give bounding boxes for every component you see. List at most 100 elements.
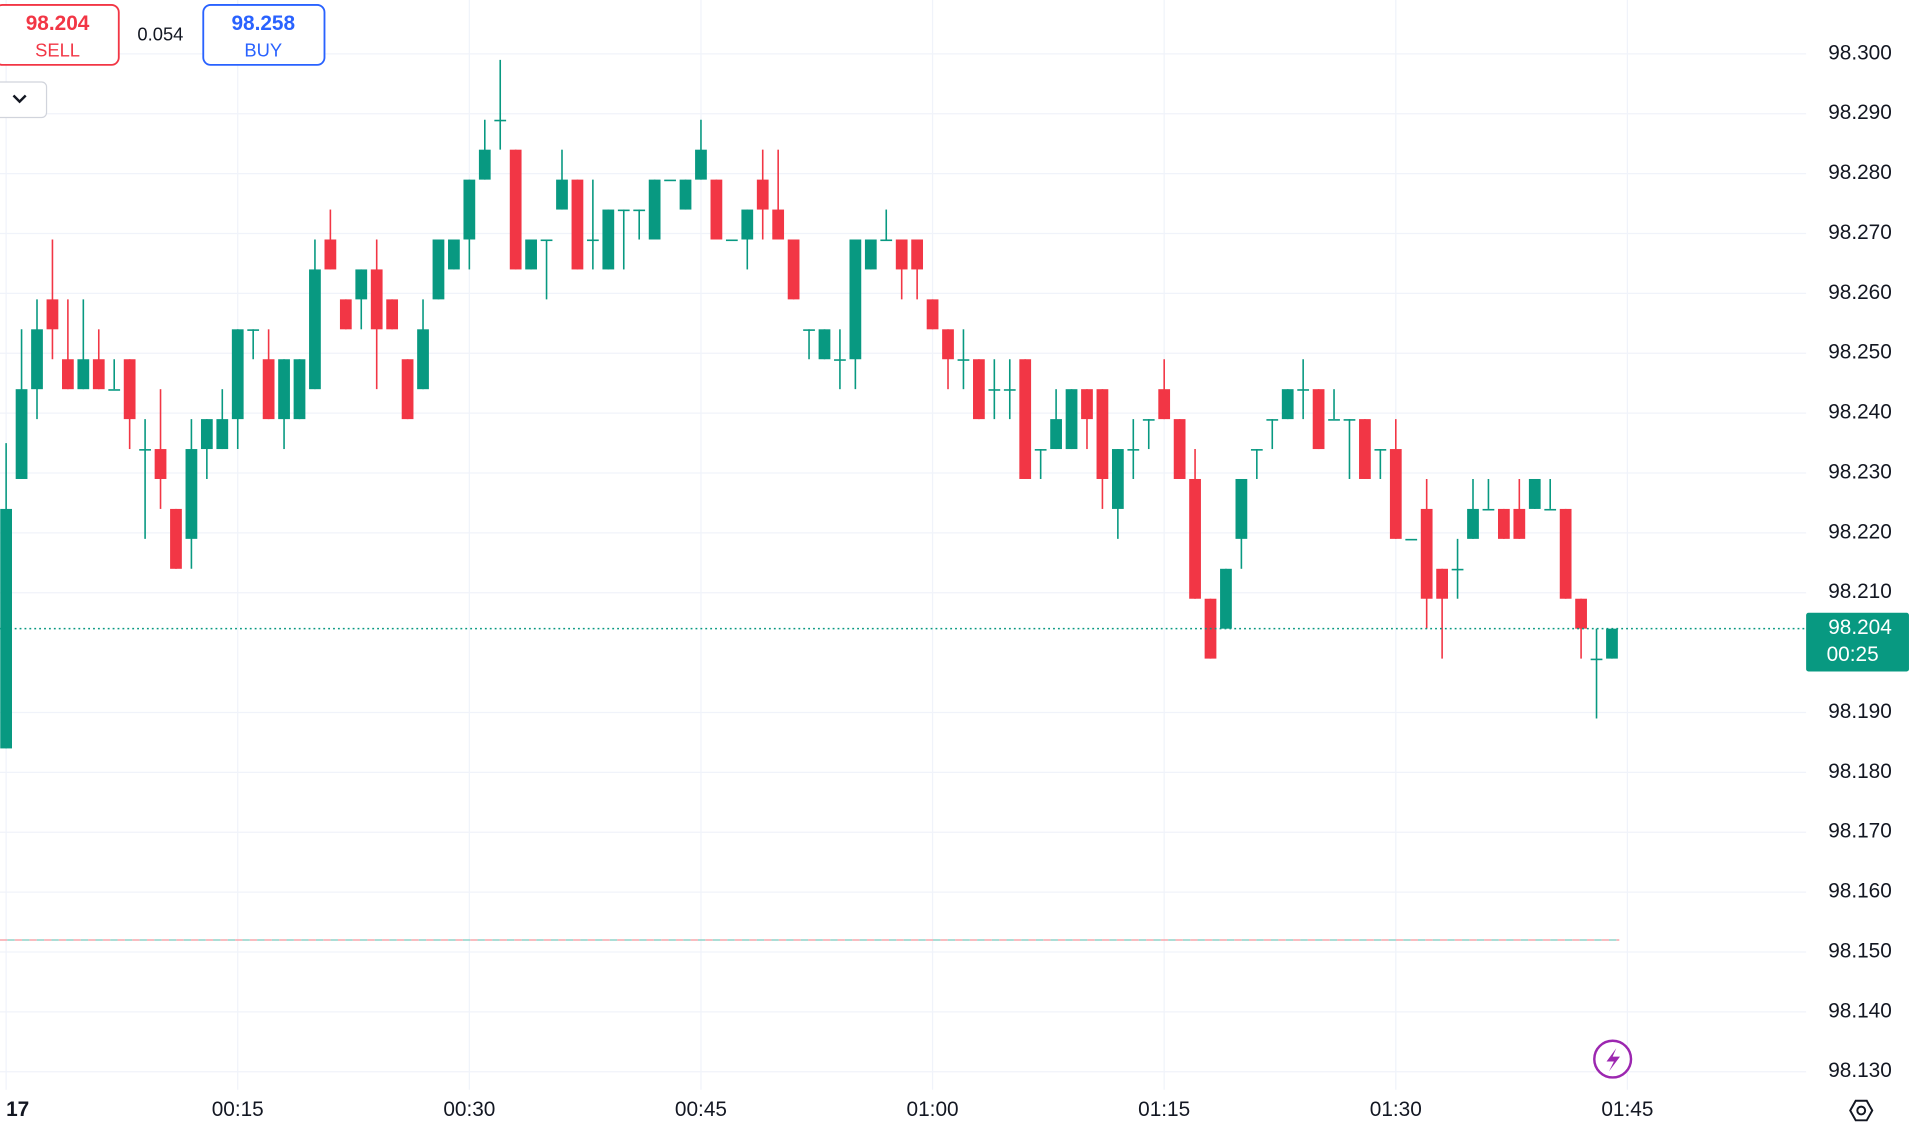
candle-body bbox=[957, 359, 970, 361]
lightning-button[interactable] bbox=[1593, 1039, 1633, 1079]
y-tick-label: 98.220 bbox=[1828, 520, 1892, 543]
settings-hexagon[interactable] bbox=[1849, 1099, 1874, 1122]
candle-body bbox=[1065, 389, 1078, 450]
x-tick-label: 00:15 bbox=[212, 1098, 264, 1121]
x-tick-label: 00:45 bbox=[675, 1098, 727, 1121]
last-price-label: 98.204 bbox=[1828, 616, 1892, 639]
candle-body bbox=[1498, 508, 1510, 539]
y-tick-label: 98.290 bbox=[1828, 101, 1892, 124]
x-tick-label: 01:45 bbox=[1601, 1098, 1653, 1121]
candle-body bbox=[1034, 449, 1047, 451]
x-tick-label: 01:30 bbox=[1370, 1098, 1422, 1121]
candle-body bbox=[1590, 658, 1603, 661]
candle-body bbox=[571, 179, 584, 270]
candle-body bbox=[1528, 478, 1541, 509]
candle-body bbox=[1111, 449, 1124, 509]
buy-price[interactable]: 98.258 bbox=[231, 12, 295, 35]
candle-body bbox=[509, 149, 522, 270]
candle-body bbox=[1173, 419, 1186, 479]
y-tick-label: 98.130 bbox=[1828, 1059, 1892, 1082]
candle-body bbox=[278, 359, 290, 420]
candle-body bbox=[973, 359, 985, 420]
chevron-icon[interactable] bbox=[12, 94, 27, 104]
candle-body bbox=[1420, 508, 1433, 599]
candle-body bbox=[926, 299, 939, 330]
candle-body bbox=[1559, 508, 1572, 599]
lightning-icon[interactable] bbox=[1606, 1048, 1620, 1072]
sell-label[interactable]: SELL bbox=[35, 39, 80, 60]
y-tick-label: 98.300 bbox=[1828, 41, 1892, 64]
candle-body bbox=[1405, 538, 1418, 541]
candle-body bbox=[1606, 628, 1618, 659]
candle-body bbox=[1142, 419, 1155, 421]
candle-body bbox=[1250, 449, 1263, 451]
candle-body bbox=[1158, 389, 1171, 420]
sell-price[interactable]: 98.204 bbox=[26, 12, 90, 35]
candle-body bbox=[911, 239, 924, 270]
candle-body bbox=[1343, 419, 1356, 421]
candle-body bbox=[386, 299, 399, 330]
candle-body bbox=[803, 329, 815, 331]
candle-body bbox=[77, 359, 90, 390]
candle-body bbox=[1081, 389, 1093, 420]
candle-body bbox=[1513, 508, 1526, 539]
candle-body bbox=[1096, 389, 1109, 479]
candle-body bbox=[46, 299, 59, 330]
candle-body bbox=[834, 359, 846, 361]
buy-label[interactable]: BUY bbox=[244, 39, 282, 60]
candle-body bbox=[540, 239, 553, 242]
candle-body bbox=[123, 359, 136, 420]
candle-body bbox=[247, 329, 260, 331]
countdown-label: 00:25 bbox=[1827, 643, 1879, 666]
settings-button[interactable] bbox=[1849, 1099, 1874, 1122]
candle-body bbox=[1050, 419, 1062, 450]
candle-body bbox=[1220, 568, 1232, 629]
y-tick-label: 98.280 bbox=[1828, 161, 1892, 184]
candle-body bbox=[1575, 598, 1587, 629]
candle-body bbox=[200, 419, 213, 450]
candle-body bbox=[1389, 449, 1402, 539]
candle-body bbox=[231, 329, 244, 420]
candle-body bbox=[864, 239, 877, 270]
candle-body bbox=[818, 329, 831, 360]
candle-body bbox=[1019, 359, 1032, 479]
candle-body bbox=[617, 209, 630, 212]
candle-body bbox=[772, 209, 785, 240]
candle-body bbox=[1297, 389, 1310, 391]
candle-body bbox=[556, 179, 568, 210]
candle-body bbox=[664, 179, 676, 182]
candle-body bbox=[710, 179, 723, 240]
collapse-button[interactable] bbox=[0, 81, 48, 119]
candle-body bbox=[988, 389, 1001, 391]
candle-body bbox=[586, 239, 599, 242]
candle-body bbox=[525, 239, 537, 270]
buy-box[interactable] bbox=[202, 3, 326, 66]
candle-body bbox=[880, 239, 893, 242]
candle-body bbox=[309, 269, 321, 390]
spread: 0.054 bbox=[137, 23, 183, 44]
y-tick-label: 98.190 bbox=[1828, 700, 1892, 723]
candle-body bbox=[15, 389, 28, 479]
y-tick-label: 98.180 bbox=[1828, 760, 1892, 783]
candle-body bbox=[1003, 389, 1016, 391]
candle-body bbox=[108, 389, 121, 391]
candles bbox=[0, 59, 1618, 749]
candle-body bbox=[401, 359, 414, 420]
candle-body bbox=[1359, 419, 1371, 479]
collapse-box[interactable] bbox=[0, 81, 48, 119]
candle-body bbox=[262, 359, 275, 420]
settings-dot[interactable] bbox=[1856, 1105, 1867, 1116]
candle-body bbox=[1451, 568, 1464, 571]
candle-body bbox=[154, 449, 167, 479]
buy-button[interactable]: 98.258 BUY bbox=[202, 3, 326, 66]
candle-body bbox=[633, 209, 646, 212]
y-tick-label: 98.210 bbox=[1828, 580, 1892, 603]
sell-button[interactable]: 98.204 SELL bbox=[0, 3, 120, 66]
candle-body bbox=[293, 359, 306, 420]
candle-body bbox=[370, 269, 383, 330]
sell-box[interactable] bbox=[0, 3, 120, 66]
candle-body bbox=[695, 149, 707, 180]
candle-body bbox=[756, 179, 769, 210]
